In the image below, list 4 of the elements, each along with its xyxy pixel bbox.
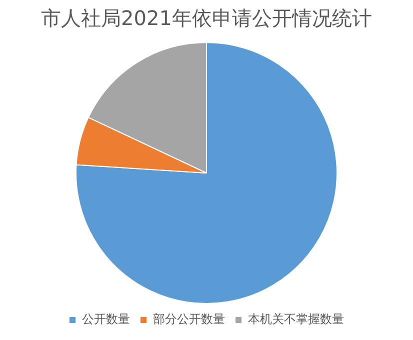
legend-label: 本机关不掌握数量 bbox=[248, 312, 344, 326]
legend-label: 部分公开数量 bbox=[153, 312, 225, 326]
legend-label: 公开数量 bbox=[82, 312, 130, 326]
chart-title: 市人社局2021年依申请公开情况统计 bbox=[41, 6, 372, 30]
